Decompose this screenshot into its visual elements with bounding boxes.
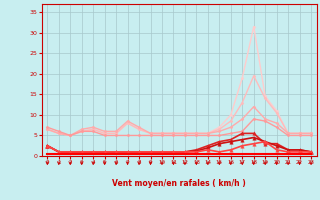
- X-axis label: Vent moyen/en rafales ( km/h ): Vent moyen/en rafales ( km/h ): [112, 179, 246, 188]
